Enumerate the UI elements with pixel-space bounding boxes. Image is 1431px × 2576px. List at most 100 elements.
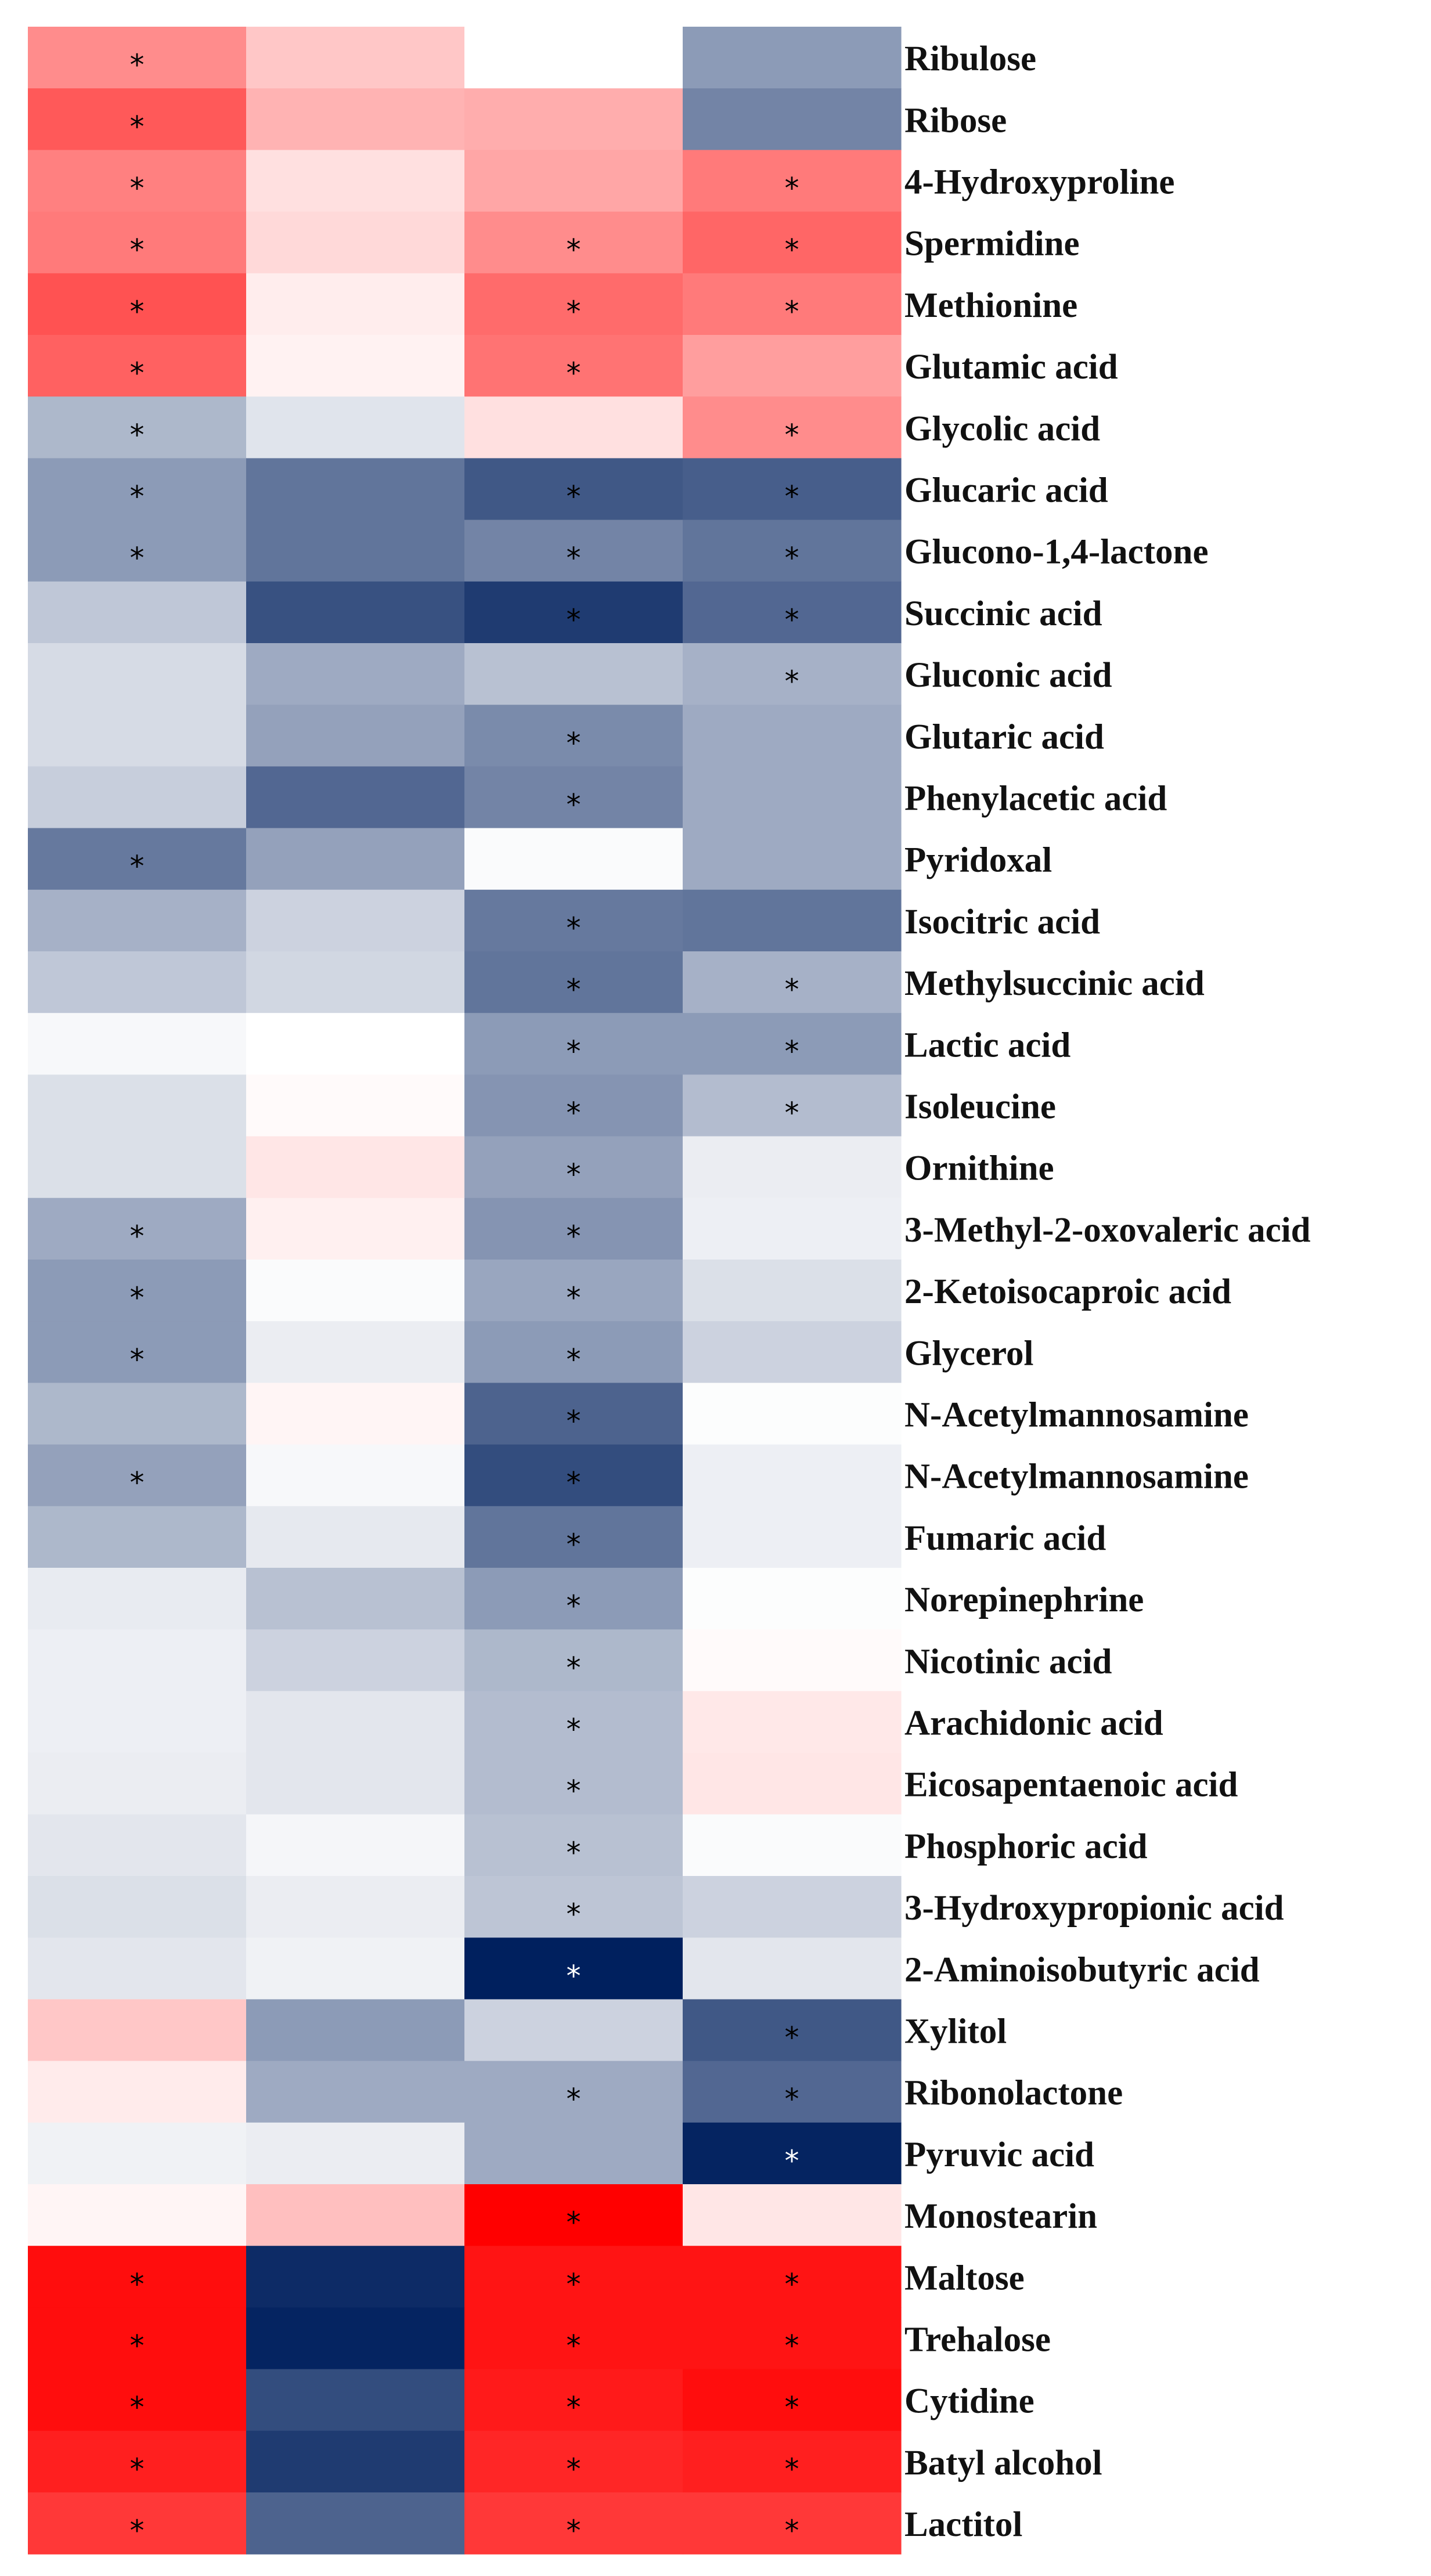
significance-star: *	[567, 1651, 581, 1684]
heatmap-cell	[28, 150, 247, 212]
heatmap-cell	[28, 1074, 247, 1137]
heatmap-cell	[246, 1938, 465, 2000]
row-label: Lactitol	[904, 2505, 1022, 2544]
significance-star: *	[785, 2083, 799, 2116]
heatmap-cell	[464, 150, 683, 212]
heatmap-cell	[683, 211, 902, 274]
heatmap-cell	[464, 1383, 683, 1445]
heatmap-cell	[683, 1999, 902, 2062]
row-label: Spermidine	[904, 225, 1080, 264]
heatmap-cell	[464, 951, 683, 1013]
significance-star: *	[130, 1281, 145, 1315]
significance-star: *	[567, 603, 581, 637]
significance-star: *	[785, 2514, 799, 2548]
heatmap-cell	[28, 1876, 247, 1938]
heatmap-cell	[28, 1568, 247, 1630]
significance-star: *	[785, 603, 799, 637]
row-label: Glutamic acid	[904, 348, 1118, 387]
heatmap-cell	[464, 1260, 683, 1322]
heatmap-cell	[28, 951, 247, 1013]
heatmap-cell	[683, 1814, 902, 1877]
significance-star: *	[567, 1466, 581, 1500]
row-label: Succinic acid	[904, 594, 1102, 633]
row-label: Phosphoric acid	[904, 1827, 1148, 1866]
heatmap-cell	[464, 2184, 683, 2246]
row-label: Eicosapentaenoic acid	[904, 1766, 1238, 1805]
row-label: Nicotinic acid	[904, 1642, 1112, 1681]
row-label: 2-Ketoisocaproic acid	[904, 1272, 1231, 1311]
heatmap-cell	[464, 1444, 683, 1507]
significance-star: *	[567, 2206, 581, 2239]
significance-star: *	[785, 542, 799, 575]
significance-star: *	[785, 2021, 799, 2055]
heatmap-cell	[464, 889, 683, 952]
heatmap-cell	[683, 1074, 902, 1137]
heatmap-cell	[28, 2061, 247, 2123]
heatmap-cell	[464, 1568, 683, 1630]
significance-star: *	[567, 2514, 581, 2548]
heatmap-cell	[464, 1506, 683, 1568]
significance-star: *	[785, 2144, 799, 2178]
heatmap-cell	[28, 1814, 247, 1877]
heatmap-cell	[28, 2430, 247, 2493]
significance-star: *	[567, 1836, 581, 1870]
heatmap-cell	[683, 2122, 902, 2185]
heatmap-cell	[246, 1506, 465, 1568]
heatmap-cell	[246, 643, 465, 705]
heatmap-cell	[246, 1321, 465, 1383]
heatmap-cell	[28, 766, 247, 829]
significance-star: *	[567, 973, 581, 1006]
heatmap-cell	[464, 2122, 683, 2185]
heatmap-cell	[246, 1999, 465, 2062]
heatmap-cell	[464, 2369, 683, 2431]
heatmap-cell	[464, 1321, 683, 1383]
heatmap-cell	[28, 2122, 247, 2185]
row-label: Cytidine	[904, 2382, 1034, 2421]
heatmap-cell	[464, 273, 683, 335]
row-label: Methionine	[904, 286, 1077, 325]
heatmap-cell	[246, 2307, 465, 2370]
heatmap-cell	[246, 519, 465, 582]
heatmap-cell	[246, 1814, 465, 1877]
heatmap-cell	[246, 828, 465, 890]
significance-star: *	[567, 1528, 581, 1561]
significance-star: *	[130, 2267, 145, 2301]
row-label: Xylitol	[904, 2012, 1007, 2051]
significance-star: *	[567, 233, 581, 267]
heatmap-cells	[28, 27, 902, 2555]
row-label: Ribose	[904, 101, 1007, 140]
heatmap-cell	[28, 1752, 247, 1815]
heatmap-cell	[464, 643, 683, 705]
heatmap-cell	[683, 458, 902, 521]
heatmap-cell	[246, 2369, 465, 2431]
significance-star: *	[567, 2452, 581, 2486]
significance-star: *	[567, 542, 581, 575]
row-label: Gluconic acid	[904, 656, 1112, 695]
heatmap-cell	[246, 1260, 465, 1322]
heatmap-cell	[683, 27, 902, 89]
significance-star: *	[567, 2329, 581, 2363]
heatmap-cell	[464, 1013, 683, 1075]
row-label: Batyl alcohol	[904, 2444, 1102, 2483]
significance-star: *	[567, 1158, 581, 1192]
significance-star: *	[567, 2083, 581, 2116]
heatmap-cell	[464, 705, 683, 767]
significance-star: *	[785, 2267, 799, 2301]
significance-star: *	[785, 2329, 799, 2363]
heatmap-cell	[246, 1383, 465, 1445]
heatmap-cell	[464, 1814, 683, 1877]
heatmap-cell	[683, 705, 902, 767]
heatmap-cell	[683, 1197, 902, 1260]
row-label: 3-Hydroxypropionic acid	[904, 1889, 1284, 1928]
heatmap-cell	[464, 1691, 683, 1754]
heatmap-cell	[246, 88, 465, 150]
heatmap-cell	[464, 2307, 683, 2370]
heatmap-cell	[464, 1999, 683, 2062]
heatmap-cell	[28, 1691, 247, 1754]
row-label: Arachidonic acid	[904, 1704, 1163, 1743]
heatmap-cell	[28, 396, 247, 459]
significance-star: *	[567, 1343, 581, 1376]
row-label: N-Acetylmannosamine	[904, 1396, 1249, 1435]
heatmap-cell	[28, 335, 247, 397]
significance-star: *	[785, 2452, 799, 2486]
